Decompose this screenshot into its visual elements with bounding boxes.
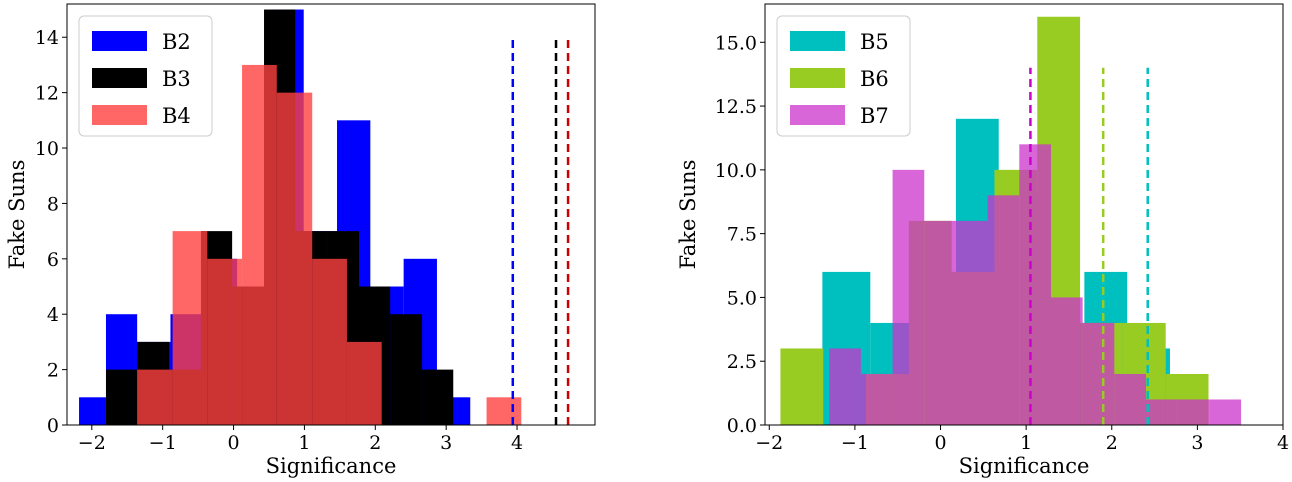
bar-B7-10 <box>1146 399 1178 425</box>
x-tick-label: 2 <box>1106 432 1118 454</box>
y-tick-label: 12.5 <box>715 96 757 118</box>
series-B7 <box>829 144 1242 426</box>
legend: B2 B3 B4 <box>78 15 213 137</box>
bar-B7-7 <box>1050 297 1083 425</box>
legend-label: B7 <box>860 104 889 128</box>
x-tick-label: 0 <box>228 432 240 454</box>
x-tick-label: 1 <box>1020 432 1032 454</box>
legend-label: B2 <box>162 30 191 54</box>
bar-B7-2 <box>892 169 925 425</box>
bar-B7-9 <box>1114 373 1147 425</box>
chart-panel-2: −2 −1 0 1 2 3 4 0.0 2.5 5.0 7.5 10.0 12.5 15.0 Signifi… <box>676 3 1289 478</box>
bar-B7-12 <box>1209 399 1242 425</box>
bar-B6-0 <box>780 348 824 425</box>
legend: B5 B6 B7 <box>776 15 911 137</box>
series-B4 <box>137 64 522 426</box>
x-tick-label: 4 <box>511 432 523 454</box>
x-tick-label: 3 <box>440 432 452 454</box>
x-tick-label: −1 <box>841 432 869 454</box>
legend-label: B4 <box>162 104 191 128</box>
bar-B4-10 <box>486 397 522 425</box>
y-tick-label: 0.0 <box>727 415 757 437</box>
y-tick-label: 2.5 <box>727 351 757 373</box>
y-tick-label: 2 <box>47 360 59 382</box>
y-tick-label: 4 <box>47 304 59 326</box>
y-tick-label: 8 <box>47 193 59 215</box>
y-axis-label: Fake Suns <box>676 160 700 270</box>
x-tick-label: 1 <box>298 432 310 454</box>
x-tick-label: 3 <box>1191 432 1203 454</box>
plot-frame <box>764 3 1284 426</box>
y-tick-label: 10 <box>35 138 59 160</box>
bar-B3-0 <box>105 369 138 425</box>
legend-label: B6 <box>860 67 889 91</box>
y-tick-label: 6 <box>47 249 59 271</box>
bar-B4-0 <box>137 369 173 425</box>
bar-B4-1 <box>172 231 208 425</box>
bar-B2-0 <box>79 397 106 425</box>
y-tick-label: 14 <box>35 27 59 49</box>
bar-B4-3 <box>242 64 277 426</box>
legend-swatch-B7 <box>790 105 845 125</box>
y-tick-label: 7.5 <box>727 224 757 246</box>
x-tick-label: 0 <box>934 432 946 454</box>
bar-B4-5 <box>312 258 347 425</box>
x-tick-label: −2 <box>755 432 783 454</box>
y-tick-label: 10.0 <box>715 160 757 182</box>
x-tick-label: −2 <box>78 432 106 454</box>
bar-B3-9 <box>390 314 423 425</box>
legend-swatch-B4 <box>92 105 147 125</box>
bar-B7-1 <box>860 373 893 425</box>
legend-swatch-B6 <box>790 68 845 88</box>
bar-B7-11 <box>1177 399 1210 425</box>
y-axis-label: Fake Suns <box>5 160 29 270</box>
legend-label: B5 <box>860 30 889 54</box>
bar-B7-0 <box>829 348 861 425</box>
bar-B4-2 <box>207 258 243 425</box>
x-tick-label: 2 <box>369 432 381 454</box>
bar-B3-10 <box>422 369 454 425</box>
x-tick-label: 4 <box>1277 432 1289 454</box>
legend-label: B3 <box>162 67 191 91</box>
y-tick-label: 15.0 <box>715 32 757 54</box>
y-tick-label: 5.0 <box>727 287 757 309</box>
legend-swatch-B5 <box>790 31 845 51</box>
plot-frame <box>66 3 596 426</box>
bar-B4-6 <box>346 341 382 425</box>
y-tick-label: 12 <box>35 83 59 105</box>
x-tick-label: −1 <box>149 432 177 454</box>
bar-B7-5 <box>987 195 1020 425</box>
bar-B7-4 <box>955 220 988 425</box>
bar-B7-3 <box>924 220 956 425</box>
x-axis-label: Significance <box>959 454 1090 478</box>
y-tick-label: 0 <box>47 415 59 437</box>
bar-B7-8 <box>1082 322 1115 425</box>
x-axis-label: Significance <box>266 454 397 478</box>
bar-B4-4 <box>276 92 313 425</box>
legend-swatch-B3 <box>92 68 147 88</box>
legend-swatch-B2 <box>92 31 147 51</box>
bar-B7-6 <box>1019 144 1051 426</box>
